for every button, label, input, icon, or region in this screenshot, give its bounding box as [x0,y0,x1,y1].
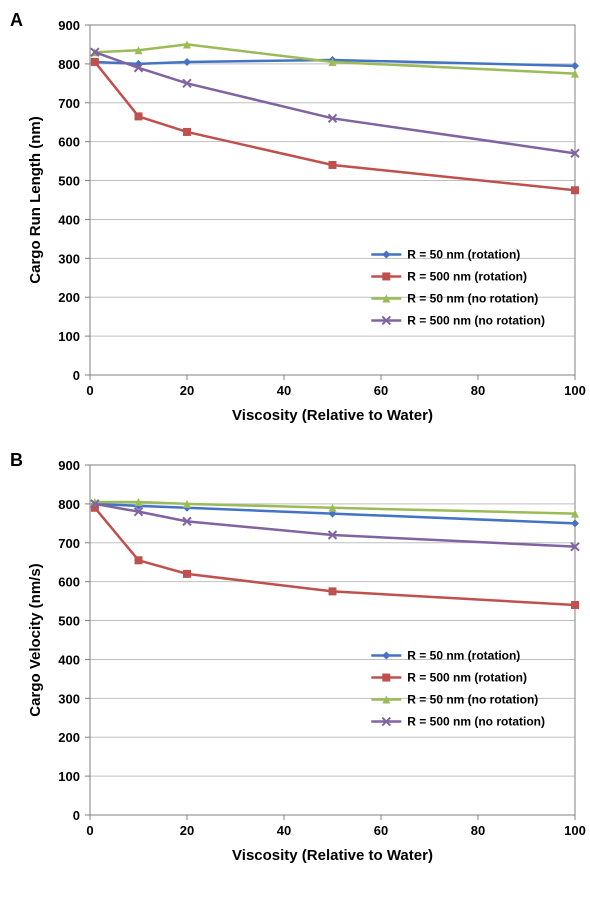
svg-text:60: 60 [374,383,388,398]
chart-b: 0 20 40 60 80 100 0 100 200 300 400 500 600 700 800 900… [20,450,590,870]
svg-text:R = 500 nm (rotation): R = 500 nm (rotation) [407,671,527,685]
svg-text:Cargo Run Length (nm): Cargo Run Length (nm) [27,116,44,283]
svg-text:Cargo Velocity (nm/s): Cargo Velocity (nm/s) [27,563,44,716]
svg-text:800: 800 [58,57,80,72]
svg-text:0: 0 [86,823,93,838]
svg-text:R = 500 nm (no rotation): R = 500 nm (no rotation) [407,313,545,327]
svg-text:R = 50 nm (rotation): R = 50 nm (rotation) [407,649,520,663]
svg-text:300: 300 [58,251,80,266]
svg-text:R = 50 nm (no rotation): R = 50 nm (no rotation) [407,291,538,305]
svg-text:500: 500 [58,174,80,189]
chart-a-wrap: 0204060801000100200300400500600700800900… [20,10,580,430]
svg-text:40: 40 [277,383,291,398]
svg-text:80: 80 [471,383,485,398]
svg-text:300: 300 [58,691,80,706]
svg-text:900: 900 [58,458,80,473]
svg-text:500: 500 [58,614,80,629]
svg-text:40: 40 [277,823,291,838]
chart-b-wrap: 0204060801000100200300400500600700800900… [20,450,580,870]
svg-text:100: 100 [564,383,586,398]
chart-a: 0 20 40 60 80 100 0 100 200 300 400 500 600 700 800 900… [20,10,590,430]
svg-text:0: 0 [73,808,80,823]
svg-text:200: 200 [58,730,80,745]
svg-text:0: 0 [86,383,93,398]
svg-text:0: 0 [73,368,80,383]
svg-text:100: 100 [564,823,586,838]
svg-text:R = 500 nm (no rotation): R = 500 nm (no rotation) [407,715,545,729]
svg-text:20: 20 [180,383,194,398]
svg-text:600: 600 [58,135,80,150]
svg-text:Viscosity (Relative to Water): Viscosity (Relative to Water) [232,407,433,424]
svg-text:100: 100 [58,329,80,344]
svg-text:600: 600 [58,575,80,590]
panel-b-label: B [10,450,23,471]
svg-text:R = 500 nm (rotation): R = 500 nm (rotation) [407,269,527,283]
svg-text:60: 60 [374,823,388,838]
svg-text:R = 50 nm (rotation): R = 50 nm (rotation) [407,247,520,261]
svg-text:80: 80 [471,823,485,838]
svg-text:900: 900 [58,18,80,33]
panel-b: B 02040608010001002003004005006007008009… [10,450,580,870]
svg-text:200: 200 [58,290,80,305]
svg-text:800: 800 [58,497,80,512]
panel-a-label: A [10,10,23,31]
svg-text:Viscosity (Relative to Water): Viscosity (Relative to Water) [232,847,433,864]
svg-text:700: 700 [58,96,80,111]
svg-text:700: 700 [58,536,80,551]
svg-text:R = 50 nm (no rotation): R = 50 nm (no rotation) [407,693,538,707]
svg-text:100: 100 [58,769,80,784]
svg-text:400: 400 [58,652,80,667]
panel-a: A 02040608010001002003004005006007008009… [10,10,580,430]
svg-text:20: 20 [180,823,194,838]
svg-text:400: 400 [58,212,80,227]
